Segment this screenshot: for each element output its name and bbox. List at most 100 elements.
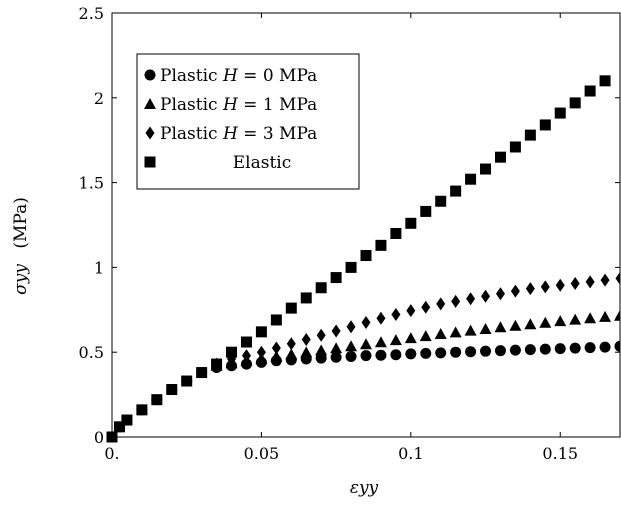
diamond-data-point [301,332,311,346]
diamond-data-point [376,311,386,325]
square-data-point [240,336,252,348]
circle-data-point [315,352,327,364]
square-data-point [270,314,282,326]
square-data-point [226,346,238,358]
circle-data-point [480,345,492,357]
square-data-point [599,75,611,87]
circle-data-point [390,349,402,361]
square-data-point [509,141,521,153]
x-tick-label: 0.05 [244,444,280,463]
series-circle [106,340,620,443]
triangle-data-point [315,344,328,356]
triangle-data-point [479,322,492,334]
square-data-point [136,404,148,416]
square-data-point [494,151,506,163]
square-data-point [345,261,357,273]
series-layer [106,75,620,443]
diamond-data-point [481,289,491,303]
circle-data-point [554,343,566,355]
x-tick-label: 0.1 [398,444,423,463]
circle-data-point [494,345,506,357]
diamond-data-point [555,278,565,292]
diamond-data-point [346,320,356,334]
y-axis-ticks: 0 0.5 1 1.5 2 2.5 [79,4,620,447]
circle-data-point [509,344,521,356]
circle-data-point [375,349,387,361]
legend-entry-label: Plastic H = 0 MPa [160,66,317,86]
y-axis-label-unit: (MPa) [11,197,31,248]
diamond-data-point [271,341,281,355]
square-data-point [300,292,312,304]
circle-data-point [405,348,417,360]
diamond-data-point [361,316,371,330]
square-data-point [420,205,432,217]
y-axis-label: σyy (MPa) [11,197,31,295]
circle-data-point [435,347,447,359]
legend-entry-label: Plastic H = 3 MPa [160,124,317,144]
diamond-data-point [406,304,416,318]
circle-data-point [599,341,611,353]
diamond-data-point [540,280,550,294]
x-tick-label: 0.15 [542,444,578,463]
legend-square-marker [144,156,156,168]
triangle-data-point [389,334,402,346]
circle-data-point [285,354,297,366]
square-data-point [360,250,372,262]
y-axis-label-symbol: σyy [11,264,31,295]
triangle-data-point [449,326,462,338]
circle-data-point [255,356,267,368]
diamond-data-point [615,271,620,285]
y-tick-label: 2 [94,89,104,108]
diamond-data-point [510,284,520,298]
diamond-data-point [331,324,341,338]
square-data-point [480,163,492,175]
square-data-point [375,239,387,251]
triangle-data-point [584,312,597,324]
legend-entry-label: Elastic [233,153,292,173]
diamond-data-point [421,300,431,314]
square-data-point [315,282,327,294]
triangle-data-point [509,319,522,331]
square-data-point [390,227,402,239]
diamond-data-point [585,275,595,289]
square-data-point [121,414,133,426]
y-tick-label: 0.5 [79,343,104,362]
square-data-point [285,302,297,314]
triangle-data-point [554,315,567,327]
diamond-data-point [525,282,535,296]
triangle-data-point [464,324,477,336]
square-data-point [330,272,342,284]
square-data-point [450,185,462,197]
diamond-data-point [391,308,401,322]
x-axis-label: εyy [350,478,379,498]
diamond-data-point [600,273,610,287]
square-data-point [181,375,193,387]
triangle-data-point [345,340,358,352]
y-tick-label: 2.5 [79,4,104,23]
plot-frame [111,12,621,438]
square-data-point [113,421,125,433]
x-axis-label-text: εyy [350,478,379,498]
triangle-data-point [419,330,432,342]
legend-triangle-marker [144,98,156,109]
diamond-data-point [256,345,266,359]
triangle-data-point [494,321,507,333]
diamond-data-point [436,297,446,311]
circle-data-point [524,344,536,356]
triangle-data-point [404,332,417,344]
triangle-data-point [539,316,552,328]
triangle-data-point [374,336,387,348]
square-data-point [151,394,163,406]
circle-data-point [465,346,477,358]
square-data-point [584,85,596,97]
legend-circle-marker [144,69,156,81]
circle-data-point [614,340,620,352]
x-axis-ticks: 0. 0.05 0.1 0.15 [104,13,578,463]
circle-data-point [240,358,252,370]
square-data-point [196,367,208,379]
diamond-data-point [495,287,505,301]
series-diamond [212,271,620,371]
y-tick-label: 1.5 [79,174,104,193]
triangle-data-point [614,309,620,321]
